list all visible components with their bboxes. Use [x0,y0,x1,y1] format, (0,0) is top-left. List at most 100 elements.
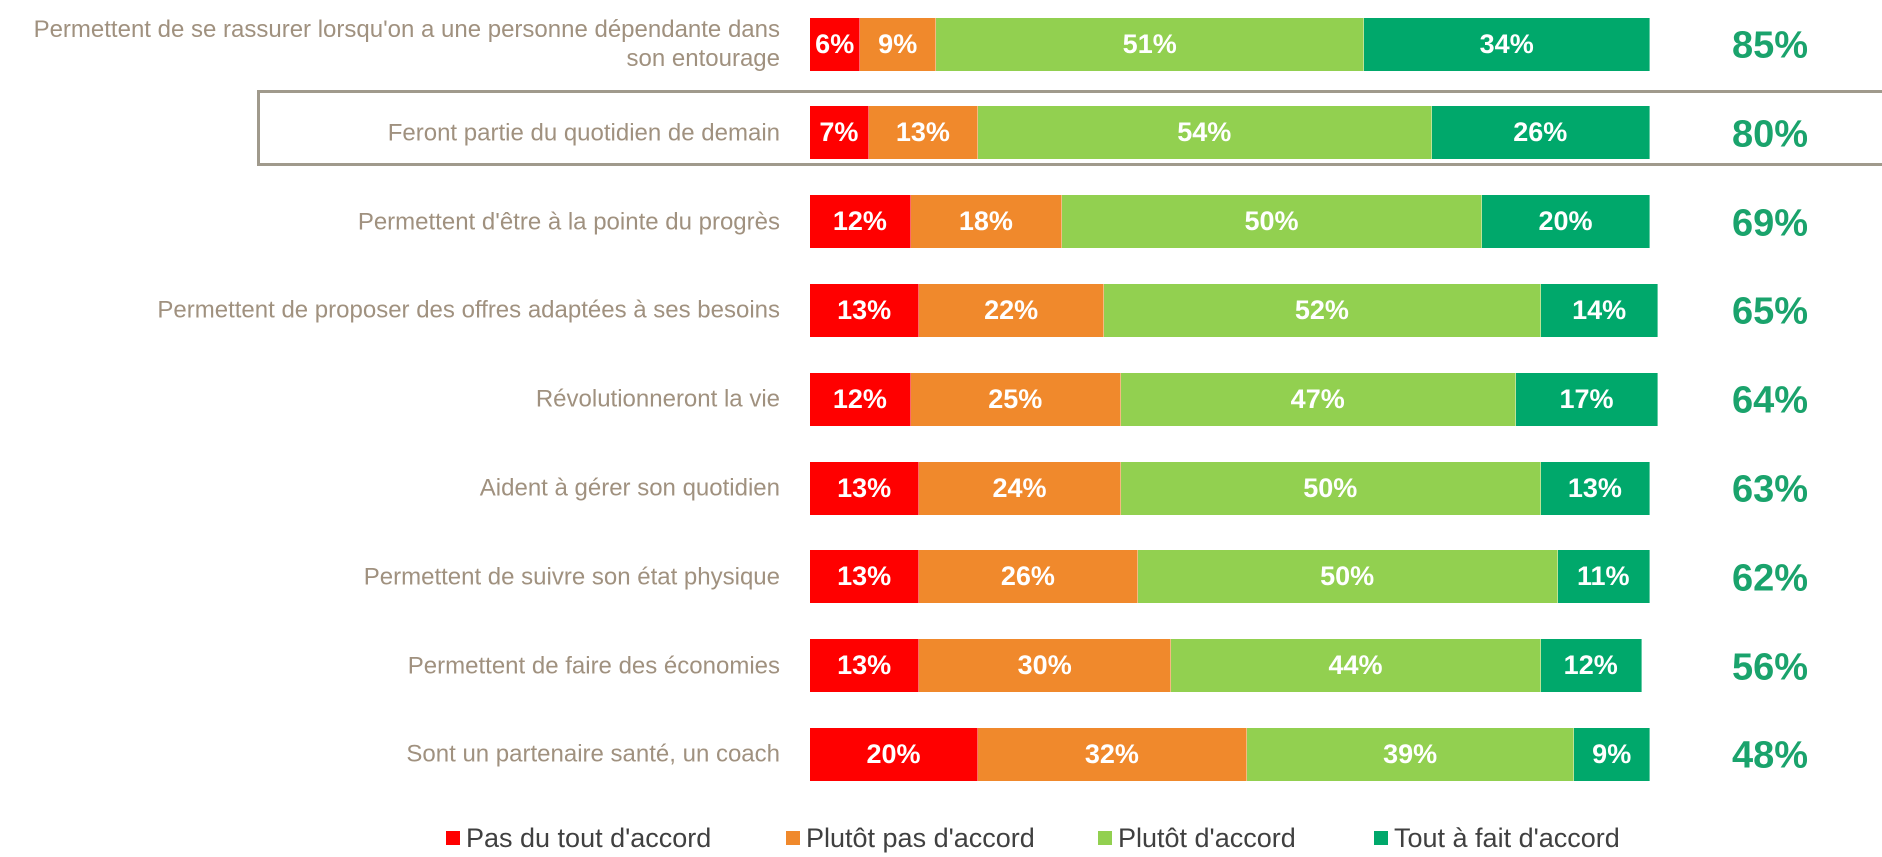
category-label: Permettent de faire des économies [407,652,780,680]
bar-segment: 7% [810,106,869,160]
bar-segment: 51% [936,17,1365,71]
bar-segment: 30% [919,639,1172,693]
bar-value-label: 50% [1320,561,1375,592]
bar-segment: 44% [1171,639,1541,693]
bar-value-label: 51% [1122,28,1177,59]
bar-value-label: 13% [837,294,892,325]
bar-segment: 6% [810,17,861,71]
bar-value-label: 20% [1538,206,1593,237]
legend-label: Pas du tout d'accord [466,822,712,853]
legend-label: Plutôt d'accord [1118,822,1296,853]
bar-segment: 13% [1540,461,1650,515]
category-label: Permettent de proposer des offres adapté… [157,296,780,324]
bar-value-label: 50% [1244,206,1299,237]
bar-value-label: 32% [1084,738,1139,769]
bar-value-label: 18% [958,206,1013,237]
legend-swatch [1374,831,1388,845]
bar-segment: 13% [810,461,920,515]
legend-label: Plutôt pas d'accord [806,822,1035,853]
category-label: Permettent d'être à la pointe du progrès [357,208,780,236]
bar-segment: 11% [1557,550,1650,604]
bar-segment: 12% [810,195,911,249]
bar-value-label: 44% [1328,650,1383,681]
highlight-box [257,90,1882,166]
bar-segment: 50% [1137,550,1558,604]
bar-value-label: 13% [1567,472,1622,503]
legend-item: Plutôt d'accord [1098,822,1296,854]
legend-swatch [786,831,800,845]
bar-value-label: 6% [815,28,855,59]
bar-segment: 22% [919,283,1104,337]
bar-segment: 13% [810,639,920,693]
bar-value-label: 7% [819,117,859,148]
bar-value-label: 20% [866,738,921,769]
bar-value-label: 12% [1563,650,1618,681]
bar-value-label: 12% [832,206,887,237]
legend-item: Tout à fait d'accord [1374,822,1620,854]
bar-segment: 39% [1246,727,1575,781]
bar-value-label: 47% [1290,383,1345,414]
bar-segment: 20% [1482,195,1650,249]
total-label: 80% [1731,113,1809,156]
bar-segment: 32% [978,727,1247,781]
bar-value-label: 39% [1383,738,1438,769]
bar-value-label: 12% [832,383,887,414]
bar-segment: 12% [1540,639,1642,693]
bar-segment: 13% [868,106,978,160]
category-label: Sont un partenaire santé, un coach [406,740,780,768]
category-label: Révolutionneront la vie [535,385,780,413]
bar-value-label: 13% [837,561,892,592]
bar-value-label: 50% [1303,472,1358,503]
bar-value-label: 9% [878,28,918,59]
total-label: 85% [1731,24,1809,67]
category-label: Permettent de suivre son état physique [363,563,780,591]
legend-swatch [446,831,460,845]
bar-segment: 12% [810,372,911,426]
total-label: 69% [1731,202,1809,245]
total-label: 65% [1731,290,1809,333]
bar-segment: 26% [1431,106,1650,160]
bar-value-label: 22% [984,294,1039,325]
bar-value-label: 34% [1479,28,1534,59]
bar-segment: 47% [1120,372,1516,426]
bar-segment: 14% [1540,283,1659,337]
bar-segment: 52% [1104,283,1541,337]
legend-item: Plutôt pas d'accord [786,822,1035,854]
bar-segment: 26% [919,550,1138,604]
bar-value-label: 17% [1559,383,1614,414]
bar-segment: 17% [1515,372,1659,426]
bar-value-label: 14% [1572,294,1627,325]
legend-item: Pas du tout d'accord [446,822,711,854]
bar-segment: 18% [910,195,1062,249]
legend-label: Tout à fait d'accord [1394,822,1620,853]
total-label: 48% [1731,734,1809,777]
bar-segment: 9% [1574,727,1650,781]
bar-segment: 25% [910,372,1121,426]
bar-value-label: 9% [1592,738,1632,769]
bar-segment: 13% [810,550,920,604]
bar-segment: 9% [860,17,936,71]
bar-value-label: 13% [837,472,892,503]
bar-value-label: 30% [1017,650,1072,681]
bar-segment: 34% [1364,17,1650,71]
bar-value-label: 52% [1294,294,1349,325]
bar-value-label: 54% [1177,117,1232,148]
category-label: Aident à gérer son quotidien [479,474,780,502]
total-label: 56% [1731,646,1809,689]
bar-segment: 13% [810,283,920,337]
bar-segment: 24% [919,461,1121,515]
bar-value-label: 25% [988,383,1043,414]
bar-segment: 50% [1120,461,1541,515]
bar-value-label: 26% [1513,117,1568,148]
total-label: 62% [1731,557,1809,600]
category-label: Permettent de se rassurer lorsqu'on a un… [33,16,780,72]
bar-segment: 20% [810,727,978,781]
bar-value-label: 26% [1000,561,1055,592]
legend-swatch [1098,831,1112,845]
bar-value-label: 24% [992,472,1047,503]
total-label: 64% [1731,379,1809,422]
bar-segment: 50% [1062,195,1482,249]
category-label: Feront partie du quotidien de demain [387,119,780,147]
bar-value-label: 13% [837,650,892,681]
